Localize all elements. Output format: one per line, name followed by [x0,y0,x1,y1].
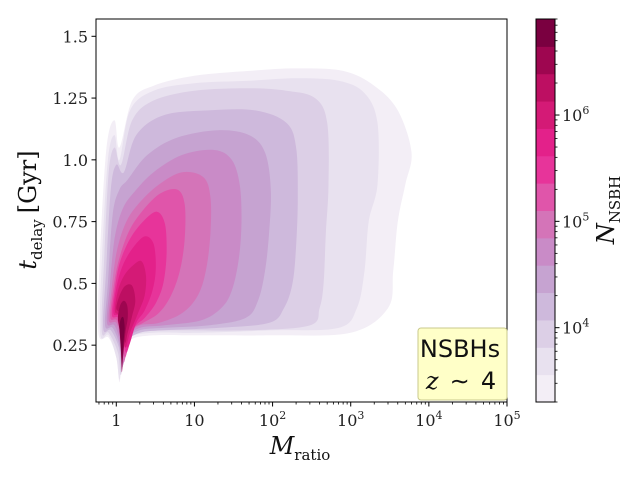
colorbar-segment [536,128,555,157]
y-tick-label: 1.5 [63,27,88,46]
annotation-background [417,327,508,401]
colorbar-tick-label: 104 [562,317,589,338]
colorbar-ticks: 104 105 106 [555,18,589,403]
colorbar-segment [536,237,555,266]
colorbar-segment [536,374,555,403]
x-tick-label: 102 [259,409,286,430]
colorbar-segment [536,292,555,321]
x-tick-label: 103 [337,409,364,430]
x-axis-label: Mratio [269,432,331,464]
annotation-title: NSBHs [420,335,500,363]
colorbar-segment [536,210,555,239]
colorbar [536,19,555,403]
x-tick-label: 104 [415,409,442,430]
plot-frame [95,18,508,403]
colorbar-segment [536,265,555,294]
y-tick-label: 1.0 [63,151,88,170]
colorbar-tick-label: 105 [562,210,589,231]
x-axis-ticks: 1 10 102 103 104 105 [98,402,521,430]
annotation-redshift: z ∼ 4 [425,367,496,395]
colorbar-tick-label: 106 [562,104,589,125]
y-tick-label: 0.75 [52,213,88,232]
x-tick-label: 1 [111,411,121,430]
y-tick-label: 1.25 [52,89,88,108]
y-axis-ticks: 0.25 0.5 0.75 1.0 1.25 1.5 [52,27,96,355]
x-tick-label: 10 [184,411,204,430]
x-tick-label: 105 [493,409,520,430]
colorbar-label: NNSBH [592,176,624,246]
colorbar-segment [536,155,555,184]
colorbar-frame [535,18,556,403]
y-tick-label: 0.25 [52,336,88,355]
colorbar-segment [536,319,555,348]
y-axis-label: tdelay[Gyr] [14,150,46,269]
colorbar-segment [536,347,555,376]
y-tick-label: 0.5 [63,274,88,293]
colorbar-segment [536,46,555,75]
colorbar-segment [536,73,555,102]
annotation-box: NSBHs z ∼ 4 [417,327,508,401]
colorbar-segment [536,183,555,211]
contour-level-14 [119,316,125,365]
colorbar-segment [536,101,555,129]
contour-layer [97,68,412,383]
colorbar-segment [536,19,555,47]
